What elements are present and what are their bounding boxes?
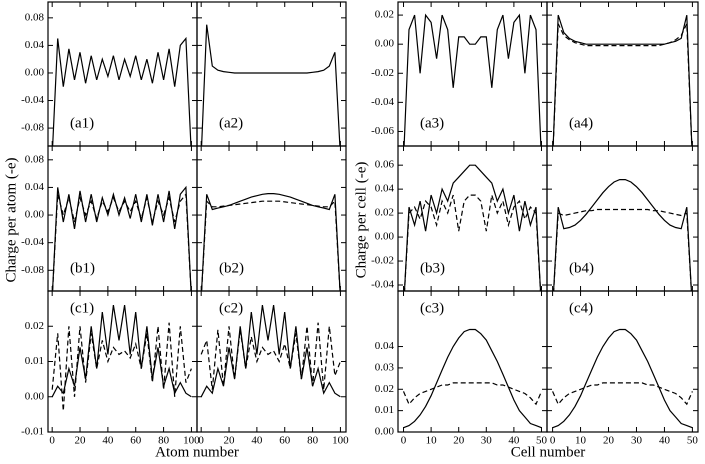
data-line <box>200 199 341 291</box>
panel-label: (a1) <box>70 115 94 131</box>
y-tick-label: 0.04 <box>375 340 395 352</box>
y-tick-label: 0.00 <box>25 390 45 402</box>
x-tick-label: 40 <box>102 435 114 447</box>
x-tick-label: 20 <box>75 435 87 447</box>
y-tick-label: 0.00 <box>25 209 45 221</box>
x-tick-label: 100 <box>183 435 200 447</box>
panel-label: (b1) <box>70 260 95 276</box>
y-tick-label: -0.04 <box>21 236 44 248</box>
x-tick-label: 0 <box>550 435 556 447</box>
data-line <box>403 328 542 429</box>
y-tick-label: -0.04 <box>371 279 394 291</box>
data-line <box>200 322 341 390</box>
y-tick-label: -0.08 <box>21 122 44 134</box>
x-tick-label: 40 <box>251 435 263 447</box>
x-tick-label: 80 <box>158 435 170 447</box>
x-tick-label: 60 <box>279 435 291 447</box>
y-tick-label: 0.02 <box>375 207 394 219</box>
y-tick-label: 0.02 <box>375 383 394 395</box>
x-tick-label: 30 <box>631 435 643 447</box>
data-line <box>52 36 192 146</box>
data-line <box>403 164 542 291</box>
x-tick-label: 40 <box>508 435 520 447</box>
x-tick-label: 0 <box>49 435 55 447</box>
y-tick-label: -0.04 <box>371 96 394 108</box>
y-tick-label: -0.01 <box>21 426 44 438</box>
x-axis-label: Cell number <box>511 444 586 460</box>
data-line <box>51 322 192 411</box>
y-tick-label: 0.04 <box>375 183 395 195</box>
panel-label: (a2) <box>219 115 243 131</box>
data-line <box>552 179 693 291</box>
panel-label: (b4) <box>569 260 594 276</box>
y-tick-label: -0.06 <box>371 125 394 137</box>
x-tick-label: 50 <box>687 435 699 447</box>
y-tick-label: 0.01 <box>375 404 394 416</box>
data-line <box>552 328 693 429</box>
x-tick-label: 20 <box>453 435 465 447</box>
data-line <box>200 305 341 398</box>
y-tick-label: 0.01 <box>25 355 44 367</box>
y-tick-label: 0.03 <box>375 361 395 373</box>
y-axis-label: Charge per cell (-e) <box>353 162 369 279</box>
x-tick-label: 50 <box>536 435 548 447</box>
y-axis-label: Charge per atom (-e) <box>3 157 19 282</box>
x-tick-label: 20 <box>224 435 236 447</box>
x-axis-label: Atom number <box>155 444 239 460</box>
panel-label: (c2) <box>219 300 243 316</box>
panel-frame <box>546 290 699 433</box>
y-tick-label: 0.08 <box>25 11 45 23</box>
x-tick-label: 0 <box>401 435 407 447</box>
panel-label: (a4) <box>569 115 593 131</box>
panel-label: (a3) <box>420 115 444 131</box>
y-tick-label: 0.00 <box>375 38 395 50</box>
y-tick-label: -0.02 <box>371 67 394 79</box>
x-tick-label: 10 <box>426 435 438 447</box>
y-tick-label: 0.08 <box>25 153 45 165</box>
data-line <box>552 23 693 146</box>
y-tick-label: -0.08 <box>21 264 44 276</box>
data-line <box>403 194 542 291</box>
data-line <box>200 193 341 291</box>
y-tick-label: -0.02 <box>371 255 394 267</box>
y-tick-label: 0.02 <box>25 320 44 332</box>
panel-label: (c3) <box>420 300 444 316</box>
data-line <box>553 208 692 291</box>
y-tick-label: 0.02 <box>375 9 394 21</box>
x-tick-label: 20 <box>603 435 615 447</box>
data-line <box>402 382 543 406</box>
x-tick-label: 60 <box>130 435 142 447</box>
y-tick-label: -0.04 <box>21 94 44 106</box>
y-tick-label: 0.04 <box>25 39 45 51</box>
x-tick-label: 80 <box>307 435 319 447</box>
panel-label: (b2) <box>219 260 244 276</box>
data-line <box>403 13 542 146</box>
data-line <box>51 185 192 291</box>
data-line <box>51 192 192 291</box>
data-line <box>552 382 693 406</box>
panel-label: (c1) <box>70 300 94 316</box>
panel-label: (b3) <box>420 260 445 276</box>
x-tick-label: 30 <box>481 435 493 447</box>
data-line <box>552 14 693 146</box>
y-tick-label: 0.06 <box>375 159 395 171</box>
panel-frame <box>196 290 347 433</box>
x-tick-label: 40 <box>659 435 671 447</box>
y-tick-label: 0.00 <box>25 66 45 78</box>
x-tick-label: 0 <box>198 435 204 447</box>
y-tick-label: 0.00 <box>375 231 395 243</box>
panel-label: (c4) <box>569 300 593 316</box>
data-line <box>201 24 341 146</box>
y-tick-label: 0.04 <box>25 181 45 193</box>
y-tick-label: 0.00 <box>375 426 395 438</box>
x-tick-label: 10 <box>575 435 587 447</box>
x-tick-label: 100 <box>332 435 349 447</box>
